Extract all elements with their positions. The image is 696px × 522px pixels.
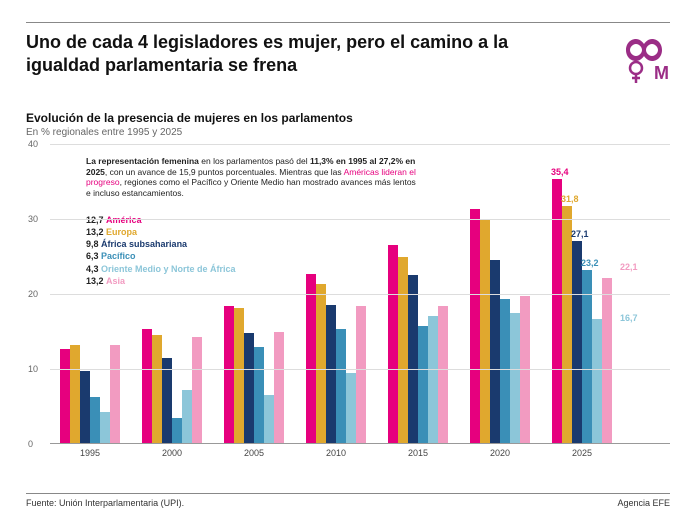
x-tick-label: 1995 — [60, 448, 120, 458]
bar — [152, 335, 162, 444]
bar — [398, 257, 408, 445]
bar — [80, 371, 90, 445]
logo-8m: M — [624, 31, 670, 87]
bar — [254, 347, 264, 445]
bar — [90, 397, 100, 444]
page-title: Uno de cada 4 legisladores es mujer, per… — [26, 31, 566, 76]
bar — [60, 349, 70, 444]
bar — [438, 306, 448, 444]
bar — [264, 395, 274, 444]
chart-plot: La representación femenina en los parlam… — [50, 144, 670, 444]
bar — [234, 308, 244, 445]
x-tick-label: 2015 — [388, 448, 448, 458]
chart: Evolución de la presencia de mujeres en … — [26, 111, 670, 444]
bar — [490, 260, 500, 444]
bar — [162, 358, 172, 444]
footer: Fuente: Unión Interparlamentaria (UPI). … — [26, 493, 670, 508]
bar — [192, 337, 202, 444]
bar — [70, 345, 80, 444]
bar — [100, 412, 110, 444]
x-tick-label: 2010 — [306, 448, 366, 458]
bar — [388, 245, 398, 444]
bar — [224, 306, 234, 444]
bar — [428, 316, 438, 444]
source-text: Fuente: Unión Interparlamentaria (UPI). — [26, 498, 184, 508]
bar — [510, 313, 520, 444]
bar — [142, 329, 152, 444]
bar — [346, 373, 356, 444]
bar — [110, 345, 120, 444]
bar — [182, 390, 192, 444]
bar — [336, 329, 346, 444]
bar — [562, 206, 572, 445]
bar — [470, 209, 480, 444]
bar — [480, 219, 490, 444]
bar — [172, 418, 182, 444]
bar — [274, 332, 284, 445]
x-tick-label: 2005 — [224, 448, 284, 458]
bar — [408, 275, 418, 444]
agency-text: Agencia EFE — [617, 498, 670, 508]
x-tick-label: 2025 — [552, 448, 612, 458]
svg-text:M: M — [654, 63, 669, 83]
x-tick-label: 2020 — [470, 448, 530, 458]
bar — [244, 333, 254, 444]
bar — [582, 270, 592, 444]
bar — [356, 306, 366, 444]
bar — [418, 326, 428, 445]
bar — [316, 284, 326, 445]
bar — [572, 241, 582, 444]
bar — [592, 319, 602, 444]
chart-subtitle: Evolución de la presencia de mujeres en … — [26, 111, 670, 125]
x-tick-label: 2000 — [142, 448, 202, 458]
chart-subtitle-sub: En % regionales entre 1995 y 2025 — [26, 127, 670, 138]
bar — [602, 278, 612, 444]
bar — [326, 305, 336, 444]
bar — [500, 299, 510, 445]
bar — [306, 274, 316, 444]
